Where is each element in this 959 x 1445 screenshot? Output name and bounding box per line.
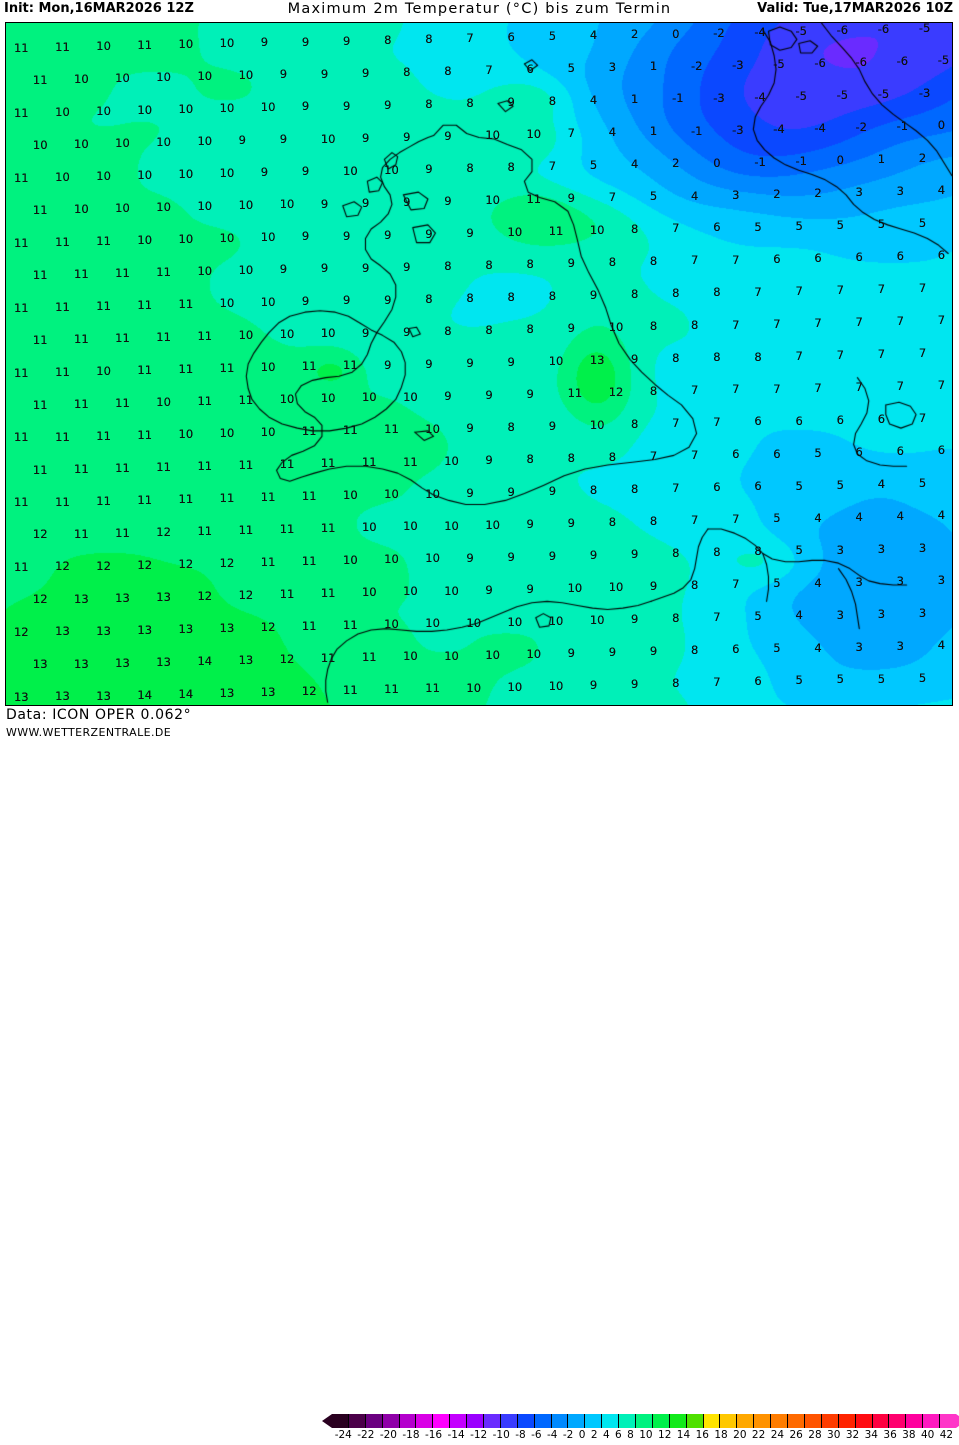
scale-tick-label: 14 [676,1429,691,1441]
scale-swatch [889,1414,907,1428]
scale-tick-label: 8 [627,1429,634,1441]
scale-swatch [450,1414,468,1428]
scale-tick-label: 28 [808,1429,822,1441]
scale-swatch [416,1414,434,1428]
scale-swatch [602,1414,620,1428]
scale-swatch [568,1414,586,1428]
temperature-field-canvas [6,23,952,705]
init-time-label: Init: Mon,16MAR2026 12Z [4,1,194,16]
scale-tick-label: 26 [789,1429,803,1441]
scale-swatch [467,1414,485,1428]
scale-swatch [365,1414,383,1428]
scale-swatch [788,1414,805,1428]
scale-tick-label: -22 [357,1429,375,1441]
scale-tick-label: 18 [714,1429,728,1441]
scale-swatch [332,1414,349,1428]
scale-tick-label: 4 [602,1429,610,1441]
scale-swatch [636,1414,653,1428]
color-scale-swatches [332,1414,956,1428]
scale-swatch [551,1414,569,1428]
scale-tick-label: -24 [334,1429,352,1441]
scale-arrow-low [322,1414,332,1428]
scale-swatch [669,1414,687,1428]
scale-tick-label: 34 [864,1429,878,1441]
header-bar: Init: Mon,16MAR2026 12Z Maximum 2m Tempe… [0,0,959,22]
color-scale-tick-labels: -24 -22 -20 -18 -16 -14 -12 -10 -8 -6 -4 -2 0 2 4 6 8 10 1… [332,1429,956,1443]
scale-tick-label: -14 [447,1429,465,1441]
color-scale: -24 -22 -20 -18 -16 -14 -12 -10 -8 -6 -4 -2 0 2 4 6 8 10 1… [322,1414,959,1445]
scale-swatch [838,1414,856,1428]
scale-tick-label: 36 [883,1429,897,1441]
scale-tick-label: -8 [515,1429,526,1441]
scale-swatch [804,1414,822,1428]
scale-swatch [500,1414,518,1428]
scale-tick-label: -12 [470,1429,488,1441]
chart-title: Maximum 2m Temperatur (°C) bis zum Termi… [287,1,672,17]
scale-swatch [923,1414,941,1428]
scale-swatch [433,1414,451,1428]
scale-tick-label: 22 [751,1429,766,1441]
scale-swatch [348,1414,366,1428]
scale-tick-label: 32 [845,1429,860,1441]
scale-tick-label: 16 [695,1429,709,1441]
source-website-label: WWW.WETTERZENTRALE.DE [6,726,172,739]
scale-tick-label: -16 [424,1429,443,1441]
scale-tick-label: 24 [770,1429,785,1441]
scale-swatch [872,1414,890,1428]
scale-swatch [484,1414,501,1428]
scale-swatch [906,1414,924,1428]
scale-tick-label: 0 [578,1429,586,1441]
scale-swatch [754,1414,772,1428]
scale-swatch [517,1414,535,1428]
footer-bar: Data: ICON OPER 0.062° WWW.WETTERZENTRAL… [0,706,959,1441]
scale-swatch [619,1414,637,1428]
scale-swatch [737,1414,755,1428]
scale-tick-label: -2 [562,1429,574,1441]
scale-swatch [399,1414,417,1428]
scale-swatch [534,1414,552,1428]
scale-tick-label: -4 [546,1429,558,1441]
scale-swatch [585,1414,603,1428]
scale-tick-label: 2 [590,1429,598,1441]
temperature-map[interactable]: 11 11 10 11 10 10 9 9 9 8 8 7 6 5 4 2 0 -2 -4 -5 -6 -6 -5 11 10 1… [5,22,953,706]
scale-tick-label: 12 [658,1429,672,1441]
valid-time-label: Valid: Tue,17MAR2026 10Z [757,1,953,16]
scale-swatch [720,1414,738,1428]
scale-tick-label: 38 [902,1429,916,1441]
scale-swatch [382,1414,400,1428]
scale-tick-label: -6 [531,1429,542,1441]
scale-tick-label: 6 [615,1429,622,1441]
scale-tick-label: -20 [379,1429,397,1441]
model-data-label: Data: ICON OPER 0.062° [6,707,192,723]
scale-swatch [855,1414,873,1428]
scale-swatch [940,1414,956,1428]
scale-tick-label: 30 [827,1429,841,1441]
scale-swatch [821,1414,839,1428]
scale-swatch [771,1414,789,1428]
scale-tick-label: 40 [920,1429,935,1441]
scale-tick-label: -10 [492,1429,510,1441]
scale-swatch [686,1414,704,1428]
scale-swatch [703,1414,721,1428]
scale-tick-label: -18 [402,1429,420,1441]
scale-swatch [652,1414,670,1428]
scale-tick-label: 20 [733,1429,747,1441]
scale-tick-label: 42 [939,1429,954,1441]
scale-tick-label: 10 [639,1429,653,1441]
